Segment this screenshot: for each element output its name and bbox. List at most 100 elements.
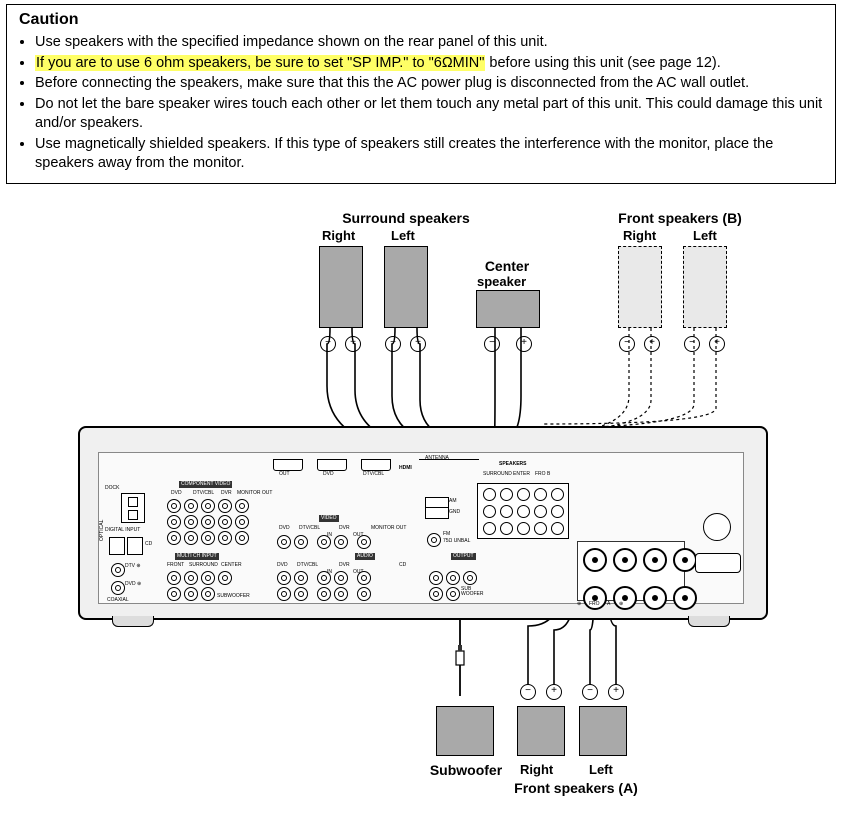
fronta-left-speaker xyxy=(579,706,627,756)
wiring-diagram: Surround speakers Right Left Center spea… xyxy=(0,196,842,816)
subwoofer-label: Subwoofer xyxy=(428,762,504,778)
vent-icon xyxy=(703,513,731,541)
minus-icon: − xyxy=(619,336,635,352)
ac-inlet xyxy=(695,553,741,573)
fronta-left-label: Left xyxy=(589,762,613,777)
plus-icon: + xyxy=(546,684,562,700)
component-video-label: COMPONENT VIDEO xyxy=(179,481,232,488)
fronta-right-label: Right xyxy=(520,762,553,777)
caution-item: Do not let the bare speaker wires touch … xyxy=(35,95,825,134)
fronta-right-speaker xyxy=(517,706,565,756)
caution-text-tail: before using this unit (see page 12). xyxy=(485,55,720,71)
minus-icon: − xyxy=(385,336,401,352)
subwoofer-box xyxy=(436,706,494,756)
spk-ctr: ENTER xyxy=(513,471,530,477)
plus-icon: + xyxy=(608,684,624,700)
frontb-title: Front speakers (B) xyxy=(590,210,770,226)
aud-dtv: DTV/CBL xyxy=(297,562,318,568)
speaker-terminal-block xyxy=(477,483,569,539)
plus-icon: + xyxy=(516,336,532,352)
am-label: AM xyxy=(449,498,457,504)
frontb-right-label: Right xyxy=(623,228,656,243)
dtv-label: DTV ⊕ xyxy=(125,563,141,569)
hdmi-section-label: HDMI xyxy=(399,465,412,471)
center-title: Center xyxy=(472,258,542,274)
hdmi-port xyxy=(273,459,303,471)
minus-icon: − xyxy=(520,684,536,700)
plus-icon: + xyxy=(410,336,426,352)
vid-dvd: DVD xyxy=(279,525,290,531)
digital-input-label: DIGITAL INPUT xyxy=(105,527,140,533)
optical-port xyxy=(109,537,125,555)
vid-dvr: DVR xyxy=(339,525,350,531)
center-speaker xyxy=(476,290,540,328)
mc-sub: SUBWOOFER xyxy=(217,593,250,599)
comp-mon: MONITOR OUT xyxy=(237,490,272,496)
caution-title: Caution xyxy=(19,11,825,29)
caution-item: Use speakers with the specified impedanc… xyxy=(35,33,825,53)
caution-item: If you are to use 6 ohm speakers, be sur… xyxy=(35,54,825,74)
fm75-label: 75Ω UNBAL xyxy=(443,538,470,544)
caution-item: Use magnetically shielded speakers. If t… xyxy=(35,135,825,174)
caution-list: Use speakers with the specified impedanc… xyxy=(35,33,825,174)
aud-cd: CD xyxy=(399,562,406,568)
am-gnd-block xyxy=(425,497,449,519)
mc-ctr: CENTER xyxy=(221,562,242,568)
dvd-label: DVD ⊕ xyxy=(125,581,141,587)
surround-right-speaker xyxy=(319,246,363,328)
center-sub: speaker xyxy=(477,274,526,289)
surround-left-speaker xyxy=(384,246,428,328)
fronta-title: Front speakers (A) xyxy=(506,780,646,796)
mc-sur: SURROUND xyxy=(189,562,218,568)
receiver-foot xyxy=(112,616,154,627)
coax-label: COAXIAL xyxy=(107,597,129,603)
comp-dvd: DVD xyxy=(171,490,182,496)
mc-front: FRONT xyxy=(167,562,184,568)
hdmi-port xyxy=(317,459,347,471)
frontb-left-label: Left xyxy=(693,228,717,243)
plus-icon: + xyxy=(709,336,725,352)
fm-label: FM xyxy=(443,531,450,537)
subout-label: SUB WOOFER xyxy=(461,587,483,597)
surround-title: Surround speakers xyxy=(316,210,496,226)
receiver-rear-panel: OUT DVD DTV/CBL HDMI COMPONENT VIDEO DVD… xyxy=(78,426,768,620)
hdmi-dtvcbl-label: DTV/CBL xyxy=(363,471,384,477)
surround-left-label: Left xyxy=(391,228,415,243)
aud-dvr: DVR xyxy=(339,562,350,568)
plus-icon: + xyxy=(644,336,660,352)
minus-icon: − xyxy=(684,336,700,352)
vid-dtv: DTV/CBL xyxy=(299,525,320,531)
gnd-label: GND xyxy=(449,509,460,515)
panel-recess: OUT DVD DTV/CBL HDMI COMPONENT VIDEO DVD… xyxy=(98,452,744,604)
video-label: VIDEO xyxy=(319,515,339,522)
sp-b-icon2: ⊕ xyxy=(619,601,623,607)
dock-label: DOCK xyxy=(105,485,119,491)
caution-box: Caution Use speakers with the specified … xyxy=(6,4,836,184)
dock-port xyxy=(121,493,145,523)
aud-dvd: DVD xyxy=(277,562,288,568)
spk-sur: SURROUND xyxy=(483,471,512,477)
optical-label: OPTICAL xyxy=(99,520,105,541)
hdmi-port xyxy=(361,459,391,471)
vid-mon: MONITOR OUT xyxy=(371,525,406,531)
minus-icon: − xyxy=(582,684,598,700)
comp-dvr: DVR xyxy=(221,490,232,496)
sp-fro-label: FRO xyxy=(589,601,600,607)
antenna-label: ANTENNA xyxy=(425,455,449,461)
optical-port xyxy=(127,537,143,555)
minus-icon: − xyxy=(320,336,336,352)
multich-label: MULTI CH INPUT xyxy=(175,553,219,560)
hdmi-out-label: OUT xyxy=(279,471,290,477)
highlighted-text: If you are to use 6 ohm speakers, be sur… xyxy=(35,55,485,71)
plus-icon: + xyxy=(345,336,361,352)
spk-frob: FRO B xyxy=(535,471,550,477)
speaker-b-terminals xyxy=(577,541,685,601)
sp-a-label: A xyxy=(607,601,610,607)
frontb-right-speaker xyxy=(618,246,662,328)
surround-right-label: Right xyxy=(322,228,355,243)
audio-label: AUDIO xyxy=(355,553,375,560)
caution-item: Before connecting the speakers, make sur… xyxy=(35,74,825,94)
speakers-label: SPEAKERS xyxy=(499,461,527,467)
opt-cd: CD xyxy=(145,541,152,547)
minus-icon: − xyxy=(484,336,500,352)
